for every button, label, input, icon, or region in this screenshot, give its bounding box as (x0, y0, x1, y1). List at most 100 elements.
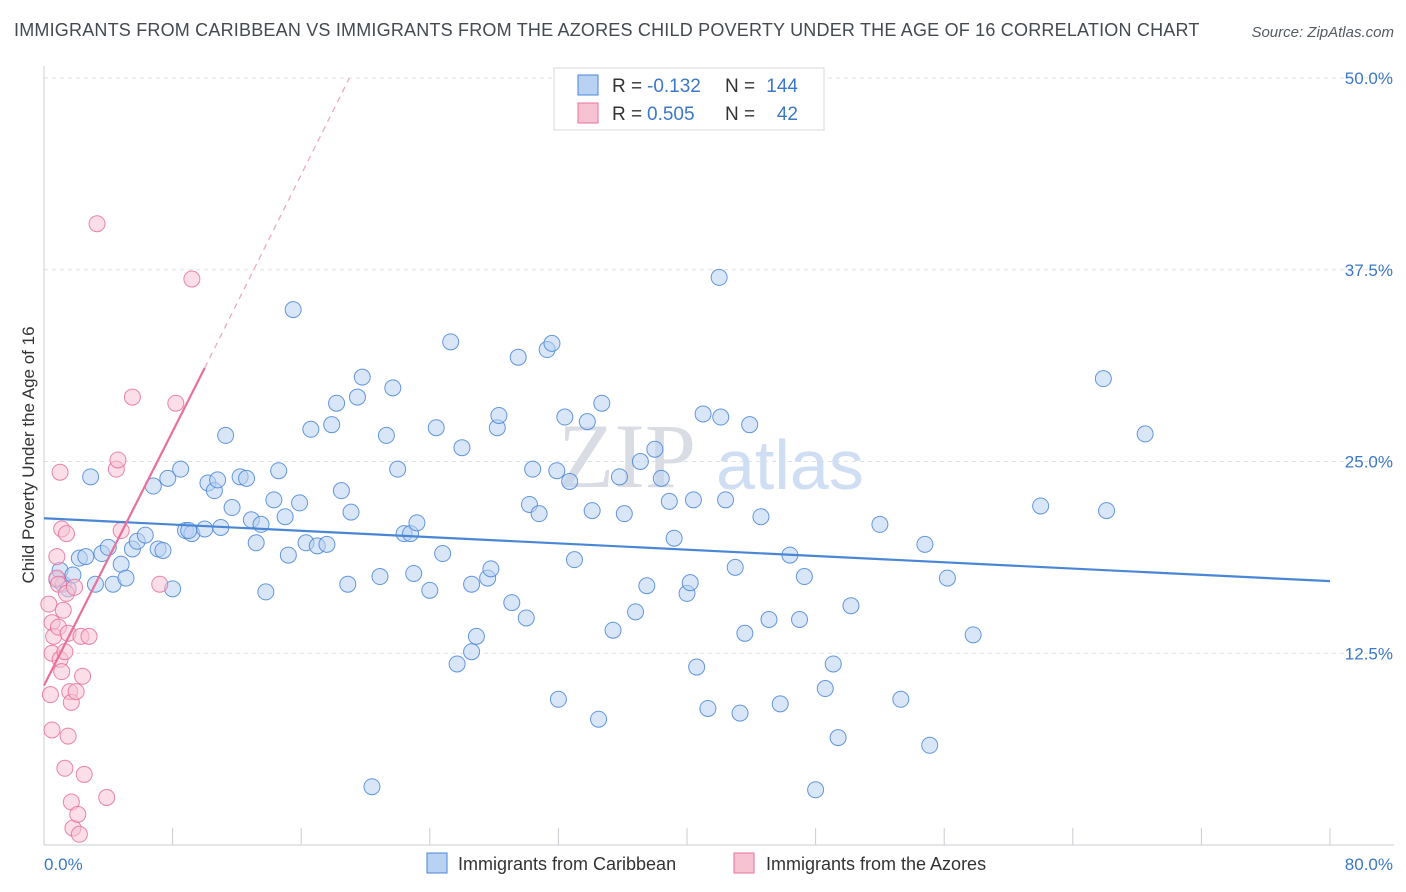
caribbean-point-57 (371, 568, 389, 586)
caribbean-point-128 (892, 690, 910, 708)
azores-point-34 (98, 788, 116, 806)
tick-labels: 12.5% 25.0% 37.5% 50.0% 0.0% 80.0% (44, 69, 1393, 874)
caribbean-point-82 (524, 460, 542, 478)
caribbean-point-42 (279, 546, 297, 564)
azores-point-36 (109, 451, 127, 469)
caribbean-point-50 (328, 394, 346, 412)
caribbean-point-78 (503, 594, 521, 612)
y-tick-label-0: 12.5% (1345, 644, 1393, 663)
caribbean-point-99 (631, 453, 649, 470)
caribbean-point-126 (842, 597, 860, 615)
caribbean-point-52 (339, 575, 357, 593)
caribbean-point-87 (549, 690, 567, 708)
caribbean-point-116 (741, 416, 759, 434)
caribbean-point-127 (871, 515, 889, 533)
legend-n-label-1: N = (725, 76, 755, 97)
caribbean-point-135 (1098, 502, 1116, 520)
caribbean-point-55 (353, 368, 371, 386)
caribbean-point-90 (565, 551, 583, 569)
caribbean-point-110 (699, 699, 717, 717)
caribbean-point-137 (710, 268, 728, 286)
azores-point-14 (54, 601, 72, 619)
source-label: Source: ZipAtlas.com (1251, 24, 1394, 41)
caribbean-point-63 (405, 564, 423, 582)
legend-swatch-azores (577, 102, 599, 124)
caribbean-point-138 (807, 781, 825, 799)
legend-swatch-caribbean (577, 74, 599, 96)
caribbean-point-44 (291, 494, 309, 512)
caribbean-point-103 (660, 492, 678, 510)
azores-point-12 (51, 463, 69, 481)
caribbean-point-69 (448, 655, 466, 673)
caribbean-point-7 (82, 468, 100, 486)
caribbean-point-59 (384, 379, 402, 397)
caribbean-point-72 (467, 627, 485, 645)
caribbean-point-51 (332, 482, 350, 500)
legend-r-label-1: R = (612, 76, 642, 97)
bottom-legend-azores: Immigrants from the Azores (766, 854, 986, 874)
series-azores-points (40, 215, 201, 843)
caribbean-point-122 (795, 568, 813, 586)
trendline-caribbean (43, 517, 1331, 583)
bottom-legend-swatch-caribbean (426, 852, 448, 874)
caribbean-point-22 (172, 460, 190, 478)
caribbean-point-46 (302, 420, 320, 438)
caribbean-point-67 (434, 545, 452, 563)
caribbean-point-101 (646, 440, 664, 458)
caribbean-point-43 (284, 301, 302, 319)
caribbean-point-56 (363, 778, 381, 796)
caribbean-point-134 (1094, 370, 1112, 388)
caribbean-point-13 (117, 569, 135, 587)
azores-point-28 (70, 825, 88, 843)
caribbean-point-41 (276, 508, 294, 526)
caribbean-point-70 (453, 439, 471, 457)
caribbean-point-73 (463, 575, 481, 593)
caribbean-point-83 (530, 505, 548, 523)
caribbean-point-106 (681, 574, 699, 592)
caribbean-point-20 (159, 469, 177, 487)
caribbean-point-93 (590, 710, 608, 728)
caribbean-point-40 (270, 462, 288, 480)
caribbean-point-68 (442, 333, 460, 351)
y-tick-label-3: 50.0% (1345, 69, 1393, 88)
azores-point-32 (80, 627, 98, 645)
caribbean-point-77 (490, 406, 508, 424)
caribbean-point-102 (652, 469, 670, 487)
caribbean-point-95 (604, 621, 622, 639)
trendline-azores (43, 367, 206, 686)
legend-r-value-1: -0.132 (647, 76, 701, 97)
series-caribbean-points (48, 268, 1154, 799)
caribbean-point-16 (136, 526, 154, 544)
grid-lines (44, 77, 1394, 654)
caribbean-point-86 (548, 462, 566, 480)
caribbean-point-71 (463, 643, 481, 661)
azores-point-27 (69, 805, 87, 823)
azores-point-0 (40, 595, 58, 613)
caribbean-point-60 (389, 460, 407, 478)
caribbean-point-117 (752, 508, 770, 526)
caribbean-point-66 (427, 419, 445, 437)
caribbean-point-36 (247, 534, 265, 552)
caribbean-point-115 (736, 624, 754, 642)
azores-point-16 (56, 759, 74, 777)
caribbean-point-121 (791, 611, 809, 629)
caribbean-point-85 (543, 334, 561, 352)
caribbean-point-64 (408, 514, 426, 532)
caribbean-point-88 (556, 408, 574, 426)
caribbean-point-92 (583, 502, 601, 520)
caribbean-point-131 (938, 569, 956, 587)
caribbean-point-111 (712, 408, 730, 426)
caribbean-point-53 (342, 503, 360, 521)
caribbean-point-136 (1136, 425, 1154, 443)
trendline-azores-extension (204, 77, 351, 369)
caribbean-point-108 (688, 658, 706, 676)
axes (43, 66, 1394, 846)
azores-point-26 (67, 683, 85, 701)
x-tick-label-1: 80.0% (1345, 855, 1393, 874)
azores-point-38 (123, 388, 141, 406)
caribbean-point-31 (217, 426, 235, 444)
caribbean-point-34 (238, 469, 256, 487)
azores-point-6 (48, 548, 66, 566)
caribbean-point-29 (209, 471, 227, 489)
